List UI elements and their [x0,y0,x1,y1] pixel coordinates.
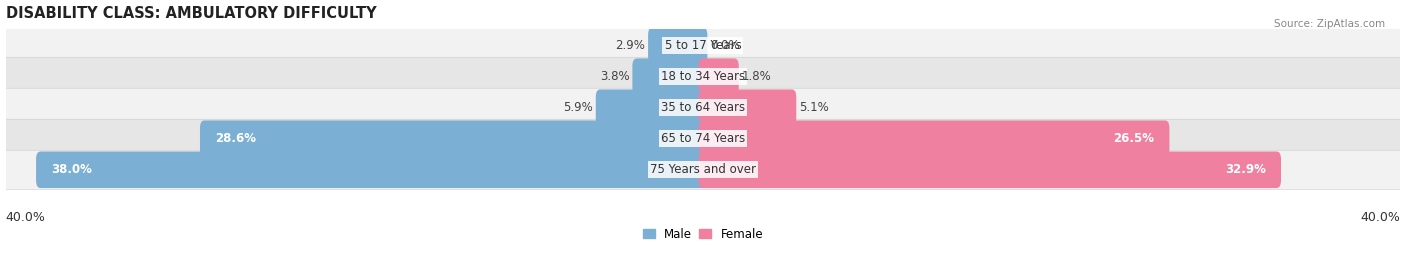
Text: 18 to 34 Years: 18 to 34 Years [661,70,745,83]
Text: DISABILITY CLASS: AMBULATORY DIFFICULTY: DISABILITY CLASS: AMBULATORY DIFFICULTY [6,6,377,21]
Text: 5.1%: 5.1% [799,101,828,114]
Text: 28.6%: 28.6% [215,132,256,145]
FancyBboxPatch shape [699,120,1170,157]
Text: 40.0%: 40.0% [1361,211,1400,224]
Text: 75 Years and over: 75 Years and over [650,163,756,176]
FancyBboxPatch shape [596,90,707,126]
Text: 2.9%: 2.9% [616,39,645,52]
FancyBboxPatch shape [3,88,1403,127]
FancyBboxPatch shape [633,58,707,95]
Text: 38.0%: 38.0% [51,163,91,176]
FancyBboxPatch shape [648,27,707,64]
Text: 40.0%: 40.0% [6,211,45,224]
FancyBboxPatch shape [200,120,707,157]
Text: 26.5%: 26.5% [1114,132,1154,145]
Text: 0.0%: 0.0% [710,39,740,52]
Text: 65 to 74 Years: 65 to 74 Years [661,132,745,145]
Text: 32.9%: 32.9% [1225,163,1267,176]
FancyBboxPatch shape [37,151,707,188]
Text: Source: ZipAtlas.com: Source: ZipAtlas.com [1274,19,1385,29]
Text: 5 to 17 Years: 5 to 17 Years [665,39,741,52]
FancyBboxPatch shape [3,150,1403,189]
Text: 1.8%: 1.8% [741,70,770,83]
FancyBboxPatch shape [3,57,1403,96]
Text: 3.8%: 3.8% [600,70,630,83]
FancyBboxPatch shape [699,151,1281,188]
FancyBboxPatch shape [3,26,1403,65]
Text: 5.9%: 5.9% [564,101,593,114]
Text: 35 to 64 Years: 35 to 64 Years [661,101,745,114]
FancyBboxPatch shape [699,90,796,126]
FancyBboxPatch shape [3,119,1403,158]
Legend: Male, Female: Male, Female [638,223,768,245]
FancyBboxPatch shape [699,58,738,95]
